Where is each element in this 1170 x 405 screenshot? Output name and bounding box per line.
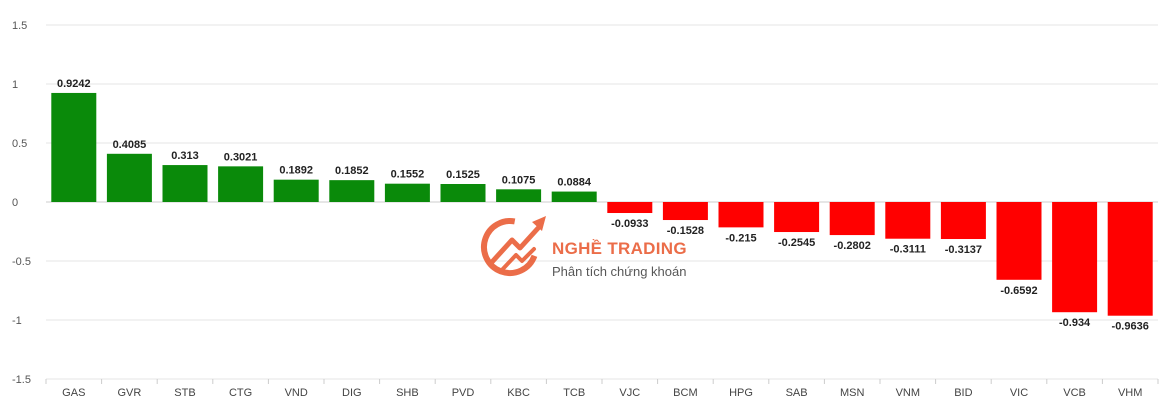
bar-ctg [218, 166, 264, 202]
data-label: 0.9242 [57, 78, 91, 90]
y-tick-label: -1.5 [12, 374, 31, 386]
x-tick-label: BCM [673, 387, 697, 399]
y-tick-label: 1.5 [12, 20, 27, 32]
data-label: 0.1525 [446, 169, 480, 181]
bar-gas [51, 92, 97, 202]
x-tick-label: CTG [229, 387, 252, 399]
data-label: -0.215 [725, 232, 756, 244]
bar-shb [384, 183, 430, 202]
data-label: -0.934 [1059, 317, 1091, 329]
x-tick-label: SAB [786, 387, 808, 399]
x-tick-label: GAS [62, 387, 85, 399]
data-label: -0.3111 [890, 244, 926, 256]
bar-kbc [496, 189, 542, 202]
bar-vcb [1052, 202, 1098, 313]
bar-vhm [1107, 202, 1153, 316]
data-label: -0.2545 [778, 237, 815, 249]
bar-hpg [718, 202, 764, 228]
bar-msn [829, 202, 875, 236]
data-labels: 0.9242 0.4085 0.313 0.3021 0.1892 0.1852 0.155… [57, 78, 1149, 333]
bar-stb [162, 165, 208, 202]
y-tick-label: -1 [12, 315, 22, 327]
data-label: 0.0884 [557, 177, 592, 189]
gridlines [46, 24, 1158, 380]
data-label: -0.3137 [945, 244, 982, 256]
y-tick-label: -0.5 [12, 256, 31, 268]
data-label: 0.1852 [335, 165, 369, 177]
watermark-subtitle: Phân tích chứng khoán [552, 264, 686, 279]
x-tick-label: VHM [1118, 387, 1142, 399]
bar-bid [940, 202, 986, 240]
x-tick-label: DIG [342, 387, 362, 399]
data-label: -0.6592 [1000, 285, 1037, 297]
bar-sab [774, 202, 820, 233]
x-tick-label: PVD [452, 387, 475, 399]
data-label: -0.9636 [1112, 321, 1149, 333]
bar-bcm [662, 202, 708, 221]
x-tick-label: VJC [619, 387, 640, 399]
bar-vnm [885, 202, 931, 239]
bar-vic [996, 202, 1042, 280]
watermark-title: NGHỀ TRADING [552, 239, 687, 258]
data-label: -0.0933 [611, 218, 648, 230]
y-tick-label: 0.5 [12, 138, 27, 150]
y-tick-label: 1 [12, 79, 18, 91]
bar-vjc [607, 202, 653, 214]
data-label: 0.1552 [391, 169, 425, 181]
data-label: 0.1892 [279, 165, 313, 177]
x-tick-label: VND [285, 387, 308, 399]
bar-pvd [440, 184, 486, 202]
x-tick-label: VIC [1010, 387, 1028, 399]
x-tick-label: GVR [117, 387, 141, 399]
data-label: 0.313 [171, 150, 199, 162]
x-tick-label: BID [954, 387, 972, 399]
bar-tcb [551, 191, 597, 202]
x-tick-label: VNM [896, 387, 920, 399]
data-label: -0.2802 [834, 240, 871, 252]
x-axis-ticks: GAS GVR STB CTG VND DIG SHB PVD KBC TCB VJC BCM HPG S… [45, 379, 1159, 399]
x-tick-label: KBC [507, 387, 530, 399]
bars [51, 92, 1153, 316]
data-label: -0.1528 [667, 225, 704, 237]
y-axis-ticks: 1.5 1 0.5 0 -0.5 -1 -1.5 [12, 20, 31, 386]
x-tick-label: SHB [396, 387, 419, 399]
bar-vnd [273, 179, 319, 202]
data-label: 0.1075 [502, 174, 536, 186]
data-label: 0.3021 [224, 151, 258, 163]
data-label: 0.4085 [113, 139, 147, 151]
x-tick-label: MSN [840, 387, 865, 399]
watermark: NGHỀ TRADING Phân tích chứng khoán [481, 216, 687, 279]
watermark-logo-icon [481, 216, 546, 276]
x-tick-label: HPG [729, 387, 753, 399]
x-tick-label: VCB [1063, 387, 1086, 399]
y-tick-label: 0 [12, 197, 18, 209]
x-tick-label: STB [174, 387, 195, 399]
x-tick-label: TCB [563, 387, 585, 399]
bar-gvr [106, 153, 152, 202]
bar-dig [329, 180, 375, 202]
